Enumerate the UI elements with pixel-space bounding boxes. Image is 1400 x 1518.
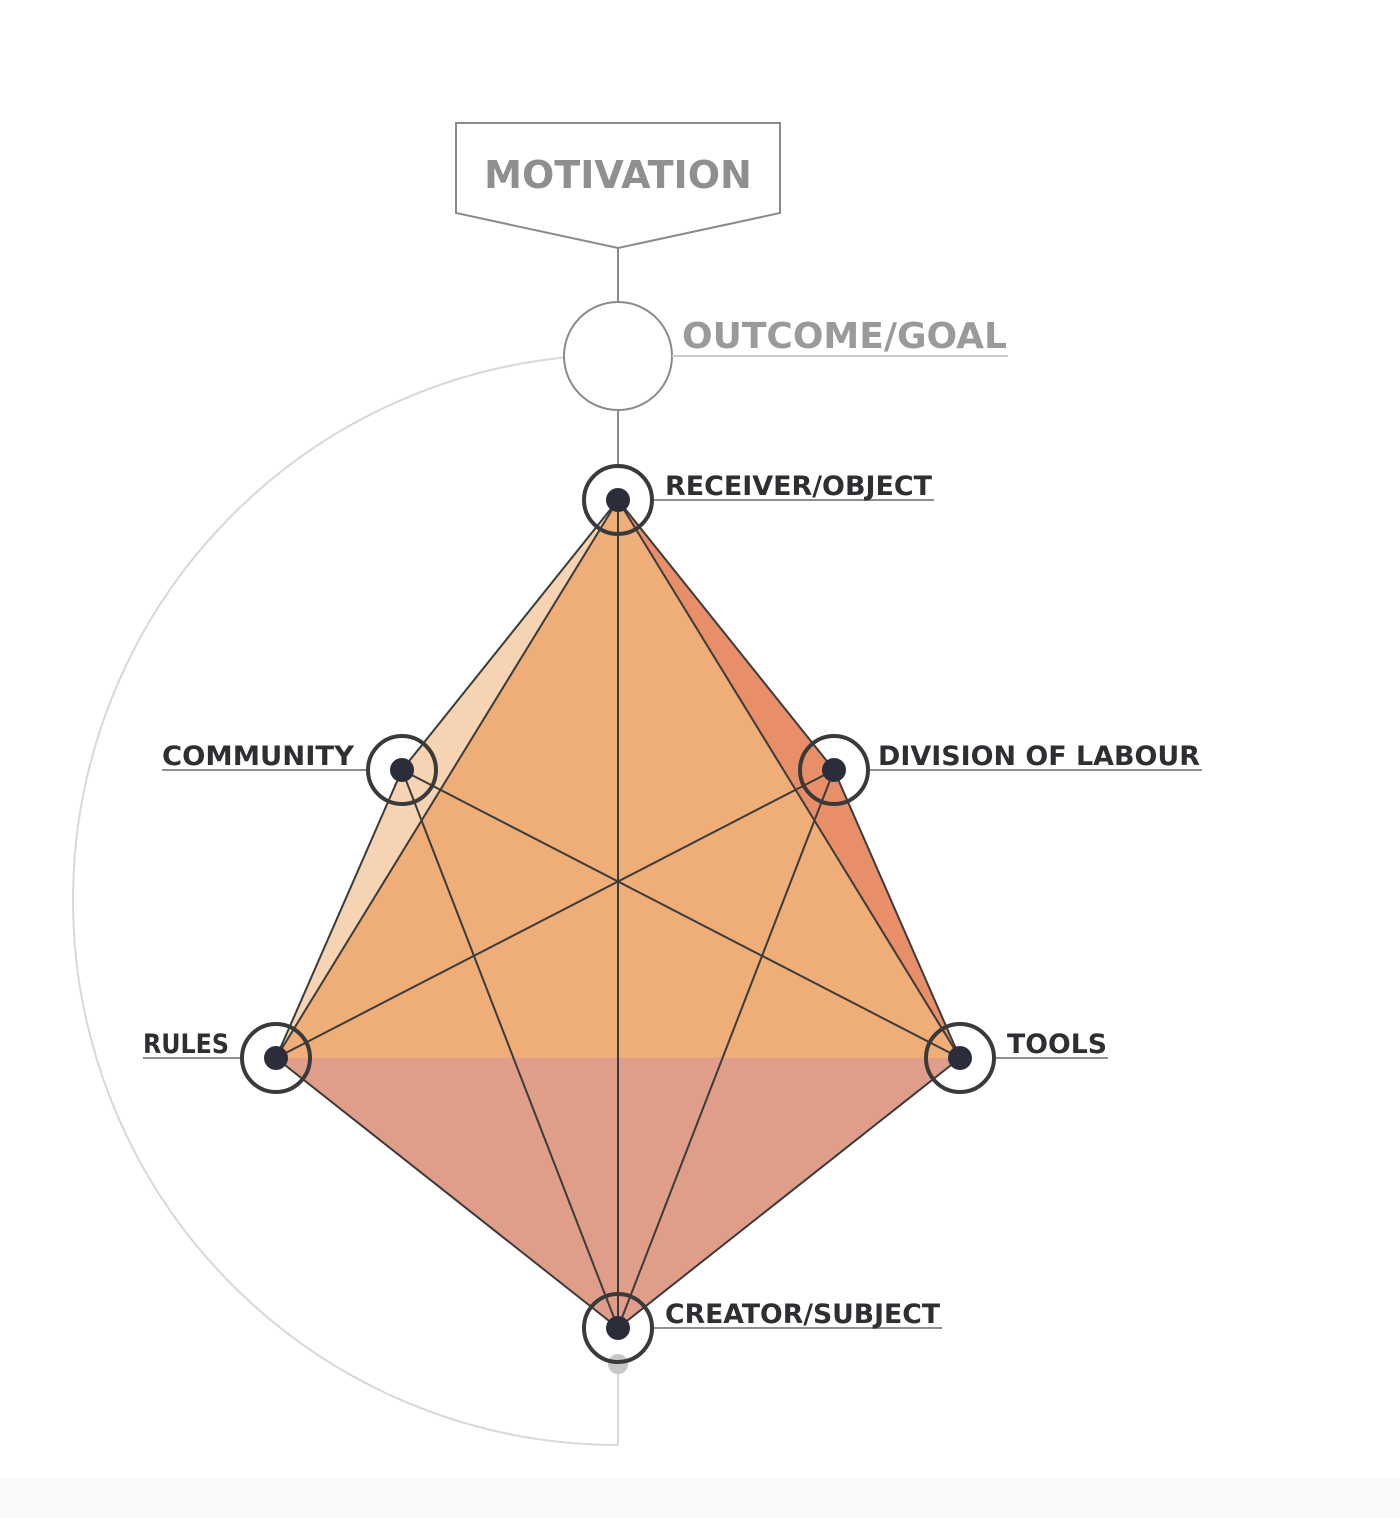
node-division: [798, 734, 870, 806]
bottom-strip: [0, 1478, 1400, 1518]
node-division-ring: [798, 734, 870, 806]
node-tools: [924, 1022, 996, 1094]
node-tools-ring: [924, 1022, 996, 1094]
rules-label: RULES: [143, 1029, 229, 1060]
node-receiver-ring: [582, 464, 654, 536]
node-rules-ring: [240, 1022, 312, 1094]
outline-edges: [275, 499, 961, 1329]
node-creator: [582, 1292, 654, 1364]
node-rules-dot: [264, 1046, 288, 1070]
division-label: DIVISION OF LABOUR: [878, 741, 1200, 772]
node-creator-dot: [606, 1316, 630, 1340]
node-community: [366, 734, 438, 806]
node-rules: [240, 1022, 312, 1094]
motivation-box: [455, 122, 781, 250]
outer-guide-arc: [72, 354, 619, 1446]
outcome-label: OUTCOME/GOAL: [682, 316, 1007, 357]
motivation-label: MOTIVATION: [484, 153, 752, 197]
node-division-dot: [822, 758, 846, 782]
node-receiver-dot: [606, 488, 630, 512]
internal-lines: [275, 500, 961, 1329]
node-creator-ring: [582, 1292, 654, 1364]
node-tools-dot: [948, 1046, 972, 1070]
node-receiver: [582, 464, 654, 536]
outcome-circle: [563, 301, 673, 411]
creator-label: CREATOR/SUBJECT: [665, 1299, 941, 1330]
receiver-label: RECEIVER/OBJECT: [665, 471, 933, 502]
label-underlines: [143, 499, 1202, 1329]
node-community-ring: [366, 734, 438, 806]
community-label: COMMUNITY: [162, 741, 354, 772]
tools-label: TOOLS: [1007, 1029, 1107, 1060]
node-community-dot: [390, 758, 414, 782]
